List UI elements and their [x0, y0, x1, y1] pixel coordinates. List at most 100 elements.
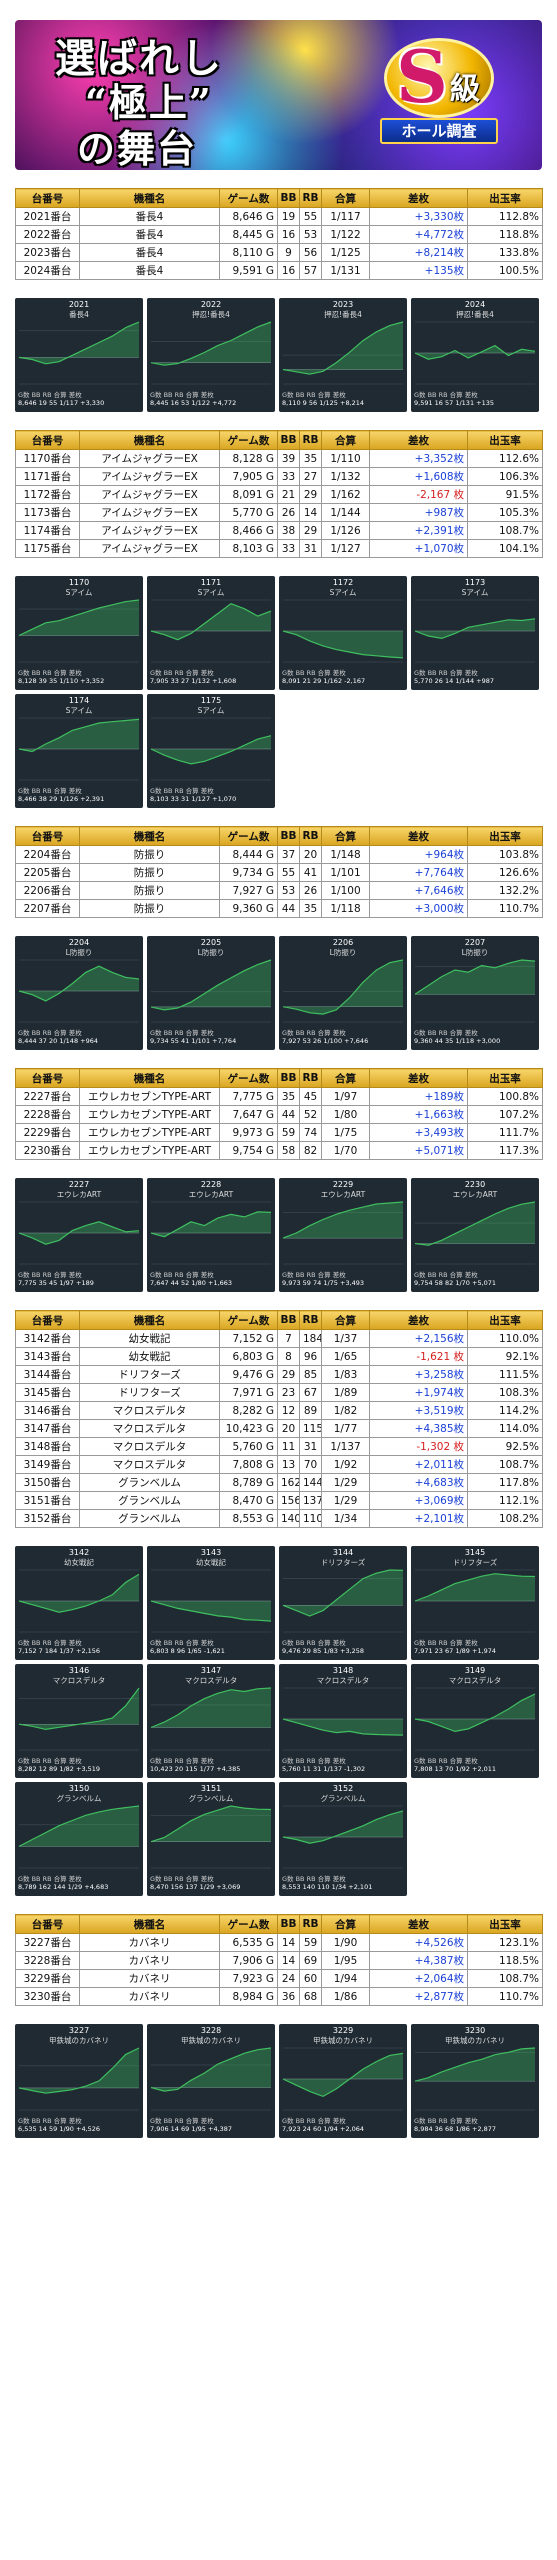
card-stat-values: 7,927 53 26 1/100 +7,646 [282, 1037, 369, 1045]
machine-chart-card[interactable]: 3144 ドリフターズ G数 BB RB 合算 差枚 9,476 29 85 1/83… [279, 1546, 407, 1660]
machine-chart-card[interactable]: 2228 エウレカART G数 BB RB 合算 差枚 7,647 44 52 1/8… [147, 1178, 275, 1292]
trend-line [414, 1201, 536, 1246]
table-row: 3145番台 ドリフターズ 7,971 G 23 67 1/89 +1,974枚 108.3% [15, 1383, 543, 1402]
machine-chart-card[interactable]: 3230 甲鉄城のカバネリ G数 BB RB 合算 差枚 8,984 36 68 1/… [411, 2024, 539, 2138]
card-machine-name: 押忍!番長4 [192, 310, 230, 319]
machine-chart-card[interactable]: 3228 甲鉄城のカバネリ G数 BB RB 合算 差枚 7,906 14 69 1/… [147, 2024, 275, 2138]
column-header: ゲーム数 [219, 826, 278, 846]
table-row: 2205番台 防振り 9,734 G 55 41 1/101 +7,764枚 126.6% [15, 863, 543, 882]
trend-area [415, 960, 535, 995]
card-machine-name: 甲鉄城のカバネリ [445, 2036, 505, 2045]
machine-chart-card[interactable]: 3150 グランベルム G数 BB RB 合算 差枚 8,789 162 144 1/… [15, 1782, 143, 1896]
cell-gassan: 1/148 [321, 845, 370, 864]
column-header: 合算 [321, 826, 370, 846]
machine-chart-card[interactable]: 3148 マクロスデルタ G数 BB RB 合算 差枚 5,760 11 31 1/1… [279, 1664, 407, 1778]
machine-chart-card[interactable]: 3227 甲鉄城のカバネリ G数 BB RB 合算 差枚 6,535 14 59 1/… [15, 2024, 143, 2138]
cell-rb: 31 [299, 539, 322, 558]
machine-chart-card[interactable]: 3145 ドリフターズ G数 BB RB 合算 差枚 7,971 23 67 1/89… [411, 1546, 539, 1660]
cell-rb: 60 [299, 1969, 322, 1988]
cell-games: 8,646 G [219, 207, 278, 226]
column-header: 機種名 [79, 430, 220, 450]
cell-rb: 184 [299, 1329, 322, 1348]
machine-chart-card[interactable]: 2023 押忍!番長4 G数 BB RB 合算 差枚 8,110 9 56 1/125… [279, 298, 407, 412]
trend-line [18, 2047, 140, 2094]
cell-gassan: 1/95 [321, 1951, 370, 1970]
cell-rate: 117.8% [467, 1473, 543, 1492]
cell-rb: 82 [299, 1141, 322, 1160]
cell-gassan: 1/29 [321, 1491, 370, 1510]
column-header: 差枚 [369, 826, 468, 846]
trend-line [18, 1805, 140, 1847]
machine-chart-card[interactable]: 1171 Sアイム G数 BB RB 合算 差枚 7,905 33 27 1/132 … [147, 576, 275, 690]
machine-chart-card[interactable]: 3229 甲鉄城のカバネリ G数 BB RB 合算 差枚 7,923 24 60 1/… [279, 2024, 407, 2138]
cell-kishu: マクロスデルタ [79, 1437, 220, 1456]
cell-gassan: 1/37 [321, 1329, 370, 1348]
machine-chart-card[interactable]: 2021 番長4 G数 BB RB 合算 差枚 8,646 19 55 1/117 +… [15, 298, 143, 412]
column-header: ゲーム数 [219, 430, 278, 450]
table-row: 3230番台 カバネリ 8,984 G 36 68 1/86 +2,877枚 110.7% [15, 1987, 543, 2006]
machine-chart-card[interactable]: 2022 押忍!番長4 G数 BB RB 合算 差枚 8,445 16 53 1/12… [147, 298, 275, 412]
table-row: 3149番台 マクロスデルタ 7,808 G 13 70 1/92 +2,011枚 108.7… [15, 1455, 543, 1474]
machine-chart-card[interactable]: 3143 幼女戦記 G数 BB RB 合算 差枚 6,803 8 96 1/65 -1… [147, 1546, 275, 1660]
card-machine-name: 幼女戦記 [64, 1558, 94, 1567]
cell-games: 7,808 G [219, 1455, 278, 1474]
trend-area [151, 1601, 271, 1622]
table-row: 2022番台 番長4 8,445 G 16 53 1/122 +4,772枚 118.8% [15, 225, 543, 244]
cell-games: 9,591 G [219, 261, 278, 280]
machine-chart-card[interactable]: 3149 マクロスデルタ G数 BB RB 合算 差枚 7,808 13 70 1/9… [411, 1664, 539, 1778]
column-header: 出玉率 [467, 188, 543, 208]
card-machine-number: 2204 [68, 938, 90, 947]
trend-chart [150, 321, 272, 385]
card-stat-values: 8,466 38 29 1/126 +2,391 [18, 795, 105, 803]
machine-chart-card[interactable]: 3146 マクロスデルタ G数 BB RB 合算 差枚 8,282 12 89 1/8… [15, 1664, 143, 1778]
cell-rb: 115 [299, 1419, 322, 1438]
card-machine-number: 3151 [200, 1784, 222, 1793]
cell-dai: 1175番台 [15, 539, 80, 558]
cell-rb: 27 [299, 467, 322, 486]
trend-chart [282, 1201, 404, 1265]
card-stat-values: 6,803 8 96 1/65 -1,621 [150, 1647, 225, 1655]
table-row: 3151番台 グランベルム 8,470 G 156 137 1/29 +3,069枚 112.… [15, 1491, 543, 1510]
cell-games: 8,091 G [219, 485, 278, 504]
machine-chart-card[interactable]: 1175 Sアイム G数 BB RB 合算 差枚 8,103 33 31 1/127 … [147, 694, 275, 808]
cell-gassan: 1/162 [321, 485, 370, 504]
machine-chart-card[interactable]: 1173 Sアイム G数 BB RB 合算 差枚 5,770 26 14 1/144 … [411, 576, 539, 690]
machine-chart-card[interactable]: 1172 Sアイム G数 BB RB 合算 差枚 8,091 21 29 1/162 … [279, 576, 407, 690]
machine-chart-card[interactable]: 1174 Sアイム G数 BB RB 合算 差枚 8,466 38 29 1/126 … [15, 694, 143, 808]
card-stat-headers: G数 BB RB 合算 差枚 [18, 1029, 82, 1037]
machine-chart-card[interactable]: 2230 エウレカART G数 BB RB 合算 差枚 9,754 58 82 1/7… [411, 1178, 539, 1292]
machine-chart-card[interactable]: 2204 L防振り G数 BB RB 合算 差枚 8,444 37 20 1/148 … [15, 936, 143, 1050]
machine-chart-card[interactable]: 2024 押忍!番長4 G数 BB RB 合算 差枚 9,591 16 57 1/13… [411, 298, 539, 412]
machine-chart-card[interactable]: 3142 幼女戦記 G数 BB RB 合算 差枚 7,152 7 184 1/37 +… [15, 1546, 143, 1660]
column-header: ゲーム数 [219, 1914, 278, 1934]
card-machine-name: Sアイム [65, 588, 93, 597]
cell-bb: 16 [277, 261, 300, 280]
chart-grid: 1170 Sアイム G数 BB RB 合算 差枚 8,128 39 35 1/110 … [15, 576, 542, 808]
cell-kishu: アイムジャグラーEX [79, 467, 220, 486]
column-header: 機種名 [79, 1310, 220, 1330]
machine-chart-card[interactable]: 3152 グランベルム G数 BB RB 合算 差枚 8,553 140 110 1/… [279, 1782, 407, 1896]
cell-bb: 19 [277, 207, 300, 226]
card-stat-headers: G数 BB RB 合算 差枚 [414, 391, 478, 399]
machine-chart-card[interactable]: 3151 グランベルム G数 BB RB 合算 差枚 8,470 156 137 1/… [147, 1782, 275, 1896]
card-stat-values: 7,971 23 67 1/89 +1,974 [414, 1647, 497, 1655]
card-stat-headers: G数 BB RB 合算 差枚 [18, 1757, 82, 1765]
machine-chart-card[interactable]: 3147 マクロスデルタ G数 BB RB 合算 差枚 10,423 20 115 1… [147, 1664, 275, 1778]
cell-rate: 105.3% [467, 503, 543, 522]
machine-chart-card[interactable]: 2207 L防振り G数 BB RB 合算 差枚 9,360 44 35 1/118 … [411, 936, 539, 1050]
machine-chart-card[interactable]: 2227 エウレカART G数 BB RB 合算 差枚 7,775 35 45 1/9… [15, 1178, 143, 1292]
machine-chart-card[interactable]: 1170 Sアイム G数 BB RB 合算 差枚 8,128 39 35 1/110 … [15, 576, 143, 690]
machine-chart-card[interactable]: 2229 エウレカART G数 BB RB 合算 差枚 9,973 59 74 1/7… [279, 1178, 407, 1292]
card-machine-name: ドリフターズ [320, 1558, 366, 1567]
cell-games: 8,282 G [219, 1401, 278, 1420]
cell-samai: +4,772枚 [369, 225, 468, 244]
cell-rate: 110.7% [467, 1987, 543, 2006]
table-row: 3142番台 幼女戦記 7,152 G 7 184 1/37 +2,156枚 110.0% [15, 1329, 543, 1348]
machine-chart-card[interactable]: 2205 L防振り G数 BB RB 合算 差枚 9,734 55 41 1/101 … [147, 936, 275, 1050]
machine-chart-card[interactable]: 2206 L防振り G数 BB RB 合算 差枚 7,927 53 26 1/100 … [279, 936, 407, 1050]
cell-bb: 23 [277, 1383, 300, 1402]
cell-rate: 114.2% [467, 1401, 543, 1420]
trend-chart [150, 1805, 272, 1869]
cell-bb: 39 [277, 449, 300, 468]
card-machine-number: 2023 [332, 300, 354, 309]
